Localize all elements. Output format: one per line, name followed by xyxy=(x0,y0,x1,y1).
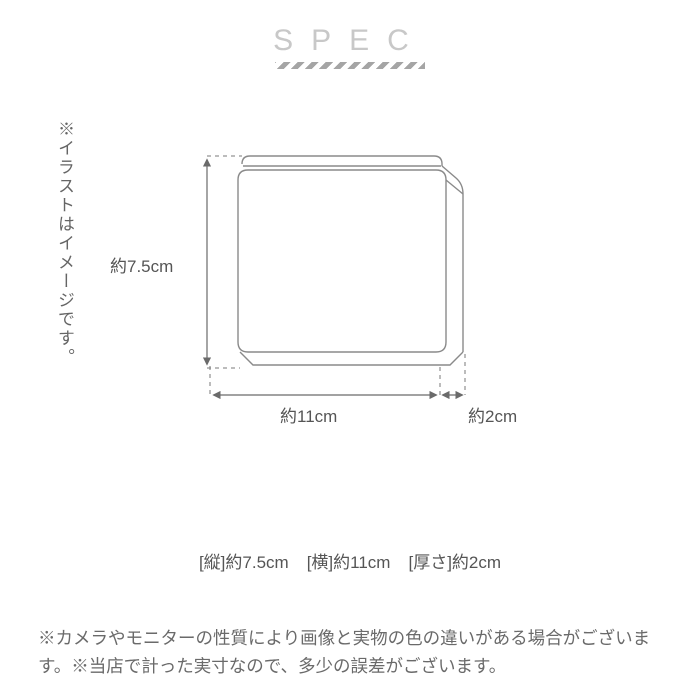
dimension-diagram: 約7.5cm 約11cm 約2cm xyxy=(110,120,590,450)
illustration-note: ※イラストはイメージです。 xyxy=(52,120,77,367)
diagram-svg xyxy=(110,120,590,450)
guide-lines xyxy=(207,156,465,395)
dimension-arrows xyxy=(207,160,462,395)
spec-summary: [縦]約7.5cm [横]約11cm [厚さ]約2cm xyxy=(0,548,700,573)
spec-h: [縦]約7.5cm xyxy=(199,553,289,572)
width-label: 約11cm xyxy=(280,402,337,427)
disclaimer-text: ※カメラやモニターの性質により画像と実物の色の違いがある場合がございます。※当店… xyxy=(38,624,662,680)
spec-title: SPEC xyxy=(273,24,427,58)
product-outline xyxy=(238,156,463,365)
title-underline xyxy=(275,62,425,69)
spec-w: [横]約11cm xyxy=(307,553,391,572)
spec-d: [厚さ]約2cm xyxy=(408,553,501,572)
depth-label: 約2cm xyxy=(468,402,517,427)
height-label: 約7.5cm xyxy=(110,252,173,277)
